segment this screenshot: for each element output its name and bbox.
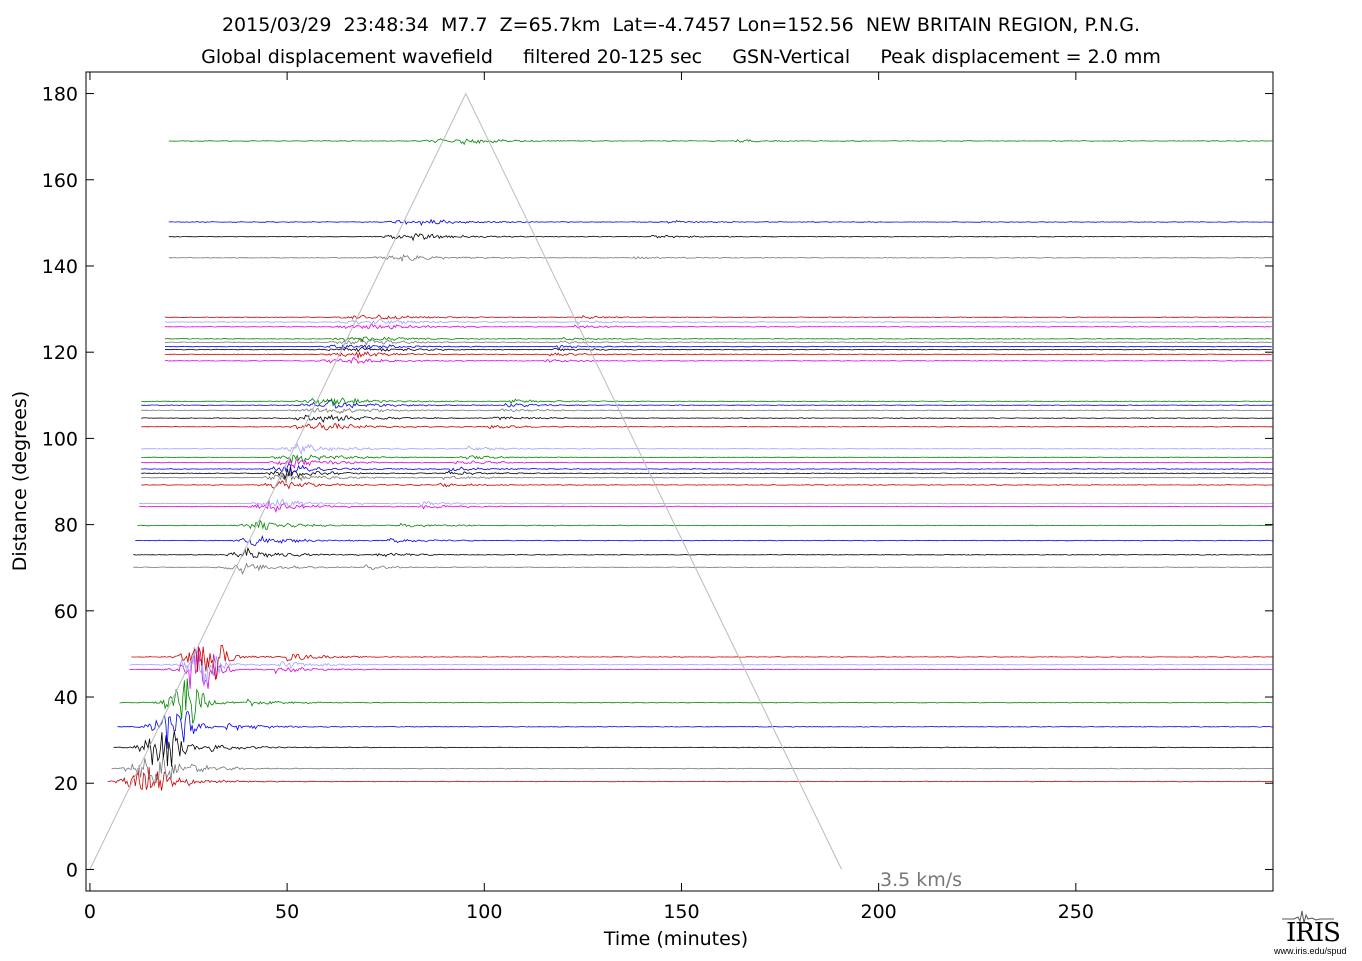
seismogram-trace: [168, 254, 1273, 263]
iris-logo: IRIS: [1286, 918, 1341, 948]
x-tick-label: 200: [861, 901, 897, 923]
seismogram-trace: [131, 644, 1273, 681]
seismogram-trace: [133, 546, 1273, 558]
seismogram-trace: [164, 323, 1272, 330]
seismogram-trace: [141, 442, 1273, 456]
seismogram-trace: [164, 351, 1272, 360]
seismogram-trace: [168, 232, 1274, 242]
x-axis-label: Time (minutes): [603, 928, 749, 950]
seismogram-trace: [111, 757, 1273, 787]
seismogram-trace: [141, 463, 1274, 474]
iris-logo-url: www.iris.edu/spud: [1274, 946, 1347, 956]
seismogram-trace: [141, 414, 1274, 423]
seismogram-trace: [164, 337, 1272, 346]
seismogram-trace: [139, 498, 1273, 507]
y-tick-label: 60: [54, 601, 78, 623]
y-axis-label: Distance (degrees): [9, 390, 31, 572]
plot-frame: [85, 71, 1274, 892]
chart-subtitle: Global displacement wavefield filtered 2…: [201, 46, 1161, 68]
iris-logo-seismogram-icon: [1282, 910, 1334, 924]
seismogram-trace: [168, 138, 1274, 146]
seismogram-trace: [168, 218, 1273, 227]
y-tick-label: 0: [66, 859, 78, 881]
seismogram-trace: [164, 336, 1272, 344]
reference-velocity-line: [89, 92, 843, 870]
seismogram-trace: [113, 730, 1274, 767]
seismogram-trace: [164, 344, 1272, 350]
y-tick-label: 140: [42, 256, 78, 278]
seismogram-trace: [135, 534, 1273, 546]
seismogram-trace: [129, 646, 1273, 689]
seismogram-trace: [141, 400, 1273, 409]
seismogram-trace: [141, 467, 1274, 481]
seismogram-trace: [119, 678, 1273, 724]
seismogram-trace: [117, 710, 1273, 749]
y-tick-label: 160: [42, 170, 78, 192]
x-tick-label: 0: [84, 901, 96, 923]
seismogram-trace: [141, 454, 1274, 464]
reference-velocity-label: 3.5 km/s: [880, 869, 962, 891]
x-tick-label: 100: [466, 901, 502, 923]
seismogram-trace: [164, 346, 1272, 353]
y-tick-label: 120: [42, 342, 78, 364]
seismogram-trace: [164, 314, 1272, 320]
y-tick-label: 100: [42, 428, 78, 450]
y-tick-label: 180: [42, 84, 78, 106]
seismogram-trace: [164, 356, 1272, 365]
seismogram-trace: [141, 480, 1274, 490]
x-tick-label: 250: [1058, 901, 1094, 923]
chart-title: 2015/03/29 23:48:34 M7.7 Z=65.7km Lat=-4…: [221, 14, 1141, 36]
seismogram-trace: [141, 397, 1274, 407]
x-tick-label: 50: [275, 901, 299, 923]
seismogram-trace: [139, 499, 1273, 513]
x-tick-label: 150: [663, 901, 699, 923]
y-tick-label: 80: [54, 515, 78, 537]
trace-layer: [107, 138, 1274, 791]
seismogram-trace: [141, 472, 1274, 483]
y-tick-label: 20: [54, 773, 78, 795]
seismogram-trace: [141, 422, 1274, 431]
seismogram-trace: [141, 407, 1274, 415]
seismogram-trace: [107, 767, 1273, 791]
axis-ticks: 0 50 100 150 200 250 0 20 40 60 80 100 120 140 160 180: [42, 72, 1273, 923]
seismogram-trace: [133, 562, 1273, 575]
seismogram-trace: [164, 318, 1272, 325]
seismogram-trace: [141, 458, 1273, 469]
seismogram-trace: [137, 519, 1272, 530]
y-tick-label: 40: [54, 687, 78, 709]
seismogram-trace: [129, 646, 1273, 687]
